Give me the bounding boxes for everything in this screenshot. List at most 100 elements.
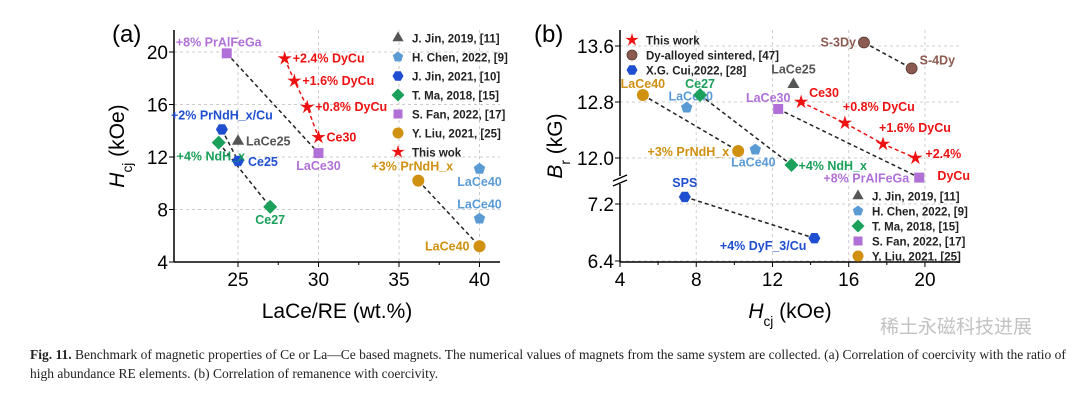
y-tick-label: 20 bbox=[147, 43, 168, 64]
data-point-star bbox=[875, 136, 891, 151]
trend-line bbox=[684, 196, 815, 239]
legend-entry: J. Jin, 2021, [10] bbox=[412, 72, 500, 84]
data-label: +3% PrNdH_x bbox=[648, 145, 730, 159]
axis-break-mark bbox=[612, 174, 628, 182]
data-label: Ce30 bbox=[809, 86, 839, 100]
legend-entry: H. Chen, 2022, [9] bbox=[412, 53, 508, 65]
data-point-ball bbox=[905, 62, 918, 75]
data-point-triangle bbox=[231, 134, 245, 145]
axis-symbol: B bbox=[544, 165, 567, 179]
figure-11: 25 30 35 40 4 8 12 16 20 (a) LaCe/RE (wt.%) Hcj (kO… bbox=[106, 21, 970, 329]
data-point-circle bbox=[732, 145, 745, 157]
legend-marker-triangle bbox=[392, 31, 404, 42]
data-label: LaCe40 bbox=[668, 90, 713, 104]
data-label: LaCe30 bbox=[746, 91, 791, 105]
data-point-square bbox=[221, 48, 232, 59]
x-tick-label: 40 bbox=[469, 270, 490, 291]
x-tick-label: 16 bbox=[838, 270, 859, 291]
y-axis-label: Br (kG) bbox=[544, 113, 573, 178]
legend-entry: S. Fan, 2022, [17] bbox=[412, 110, 505, 122]
data-point-square bbox=[313, 148, 324, 159]
data-label: +8% PrAlFeGa bbox=[176, 35, 263, 49]
data-label: S-4Dy bbox=[920, 53, 955, 67]
data-label: +4% DyF_3/Cu bbox=[720, 239, 807, 253]
trend-line bbox=[226, 52, 320, 154]
data-label: +3% PrNdH_x bbox=[371, 160, 453, 174]
data-point-star bbox=[908, 150, 923, 165]
watermark: 稀土永磁科技进展 bbox=[880, 316, 1033, 338]
caption-text: Benchmark of magnetic properties of Ce o… bbox=[30, 347, 1066, 381]
axis-symbol: H bbox=[106, 172, 129, 188]
data-point-pentagon bbox=[681, 101, 693, 113]
caption-figure-number: Fig. 11. bbox=[30, 347, 72, 362]
data-point-diamond bbox=[263, 199, 278, 214]
data-label: Ce30 bbox=[327, 130, 357, 144]
data-label: +2% PrNdH_x/Cu bbox=[171, 108, 273, 122]
legend-entry: Y. Liu, 2021, [25] bbox=[872, 252, 961, 264]
legend-entry: H. Chen, 2022, [9] bbox=[872, 207, 968, 219]
data-label: LaCe30 bbox=[296, 159, 341, 173]
x-axis-label: LaCe/RE (wt.%) bbox=[262, 300, 413, 323]
trend-line bbox=[777, 108, 920, 179]
data-point-star bbox=[300, 99, 315, 114]
y-tick-label: 16 bbox=[147, 96, 168, 117]
data-point-square bbox=[914, 172, 925, 183]
trend-line bbox=[863, 41, 912, 70]
data-label: LaCe40 bbox=[457, 198, 502, 212]
data-point-hexagon bbox=[678, 191, 691, 203]
data-label: Ce27 bbox=[685, 77, 715, 91]
axis-subscript: cj bbox=[120, 163, 135, 173]
x-tick-label: 35 bbox=[388, 270, 409, 291]
x-axis-label: Hcj (kOe) bbox=[748, 300, 831, 329]
data-point-pentagon bbox=[749, 143, 761, 155]
legend-marker-hexagon bbox=[626, 65, 638, 75]
y-tick-label: 12 bbox=[147, 148, 168, 169]
data-point-pentagon bbox=[473, 212, 486, 224]
legend-marker-diamond bbox=[391, 88, 405, 102]
data-label: +1.6% DyCu bbox=[879, 121, 951, 135]
figure-caption: Fig. 11. Benchmark of magnetic propertie… bbox=[30, 345, 1070, 383]
data-label: Ce27 bbox=[255, 213, 285, 227]
data-point-circle bbox=[636, 89, 649, 101]
data-label: +2.4% bbox=[925, 147, 961, 161]
data-point-star bbox=[793, 94, 809, 109]
data-point-hexagon bbox=[808, 233, 821, 244]
data-label: SPS bbox=[672, 176, 697, 190]
panel-label: (b) bbox=[534, 21, 563, 48]
legend-marker-ball bbox=[626, 49, 638, 61]
data-label: Ce25 bbox=[248, 155, 278, 169]
legend-marker-circle bbox=[392, 127, 404, 139]
x-tick-label: 20 bbox=[914, 270, 935, 291]
data-label: LaCe40 bbox=[731, 156, 776, 170]
data-label: LaCe40 bbox=[457, 175, 502, 189]
y-axis-label-text: Hcj (kOe) bbox=[106, 104, 135, 187]
data-point-triangle bbox=[787, 77, 800, 88]
trend-line bbox=[699, 94, 792, 166]
x-tick-label: 30 bbox=[308, 270, 329, 291]
data-label: +8% PrAlFeGa bbox=[823, 172, 910, 186]
data-point-pentagon bbox=[473, 162, 486, 174]
y-axis-label-text: Br (kG) bbox=[544, 113, 573, 178]
x-tick-label: 4 bbox=[615, 270, 626, 291]
axis-subscript: cj bbox=[763, 314, 773, 329]
data-label: +4% NdH_x bbox=[177, 150, 245, 164]
data-point-star bbox=[287, 73, 302, 87]
data-label: S-3Dy bbox=[821, 36, 856, 50]
data-label: LaCe40 bbox=[621, 77, 666, 91]
data-label: LaCe25 bbox=[246, 134, 291, 148]
x-tick-label: 25 bbox=[227, 270, 248, 291]
axis-unit: (kOe) bbox=[773, 300, 831, 323]
data-point-square bbox=[773, 104, 784, 114]
legend-entry: This work bbox=[646, 36, 700, 48]
data-label: +4% NdH_x bbox=[799, 159, 867, 173]
data-point-diamond bbox=[693, 88, 708, 102]
legend-entry: T. Ma, 2018, [15] bbox=[872, 222, 959, 234]
data-point-star bbox=[837, 115, 852, 130]
x-tick-label: 12 bbox=[762, 270, 783, 291]
y-tick-label: 7.2 bbox=[588, 195, 614, 216]
data-point-star bbox=[311, 129, 326, 144]
legend-entry: This wok bbox=[412, 148, 462, 160]
data-point-hexagon bbox=[232, 155, 244, 167]
axis-subscript: r bbox=[558, 160, 573, 165]
data-point-diamond bbox=[211, 135, 226, 150]
